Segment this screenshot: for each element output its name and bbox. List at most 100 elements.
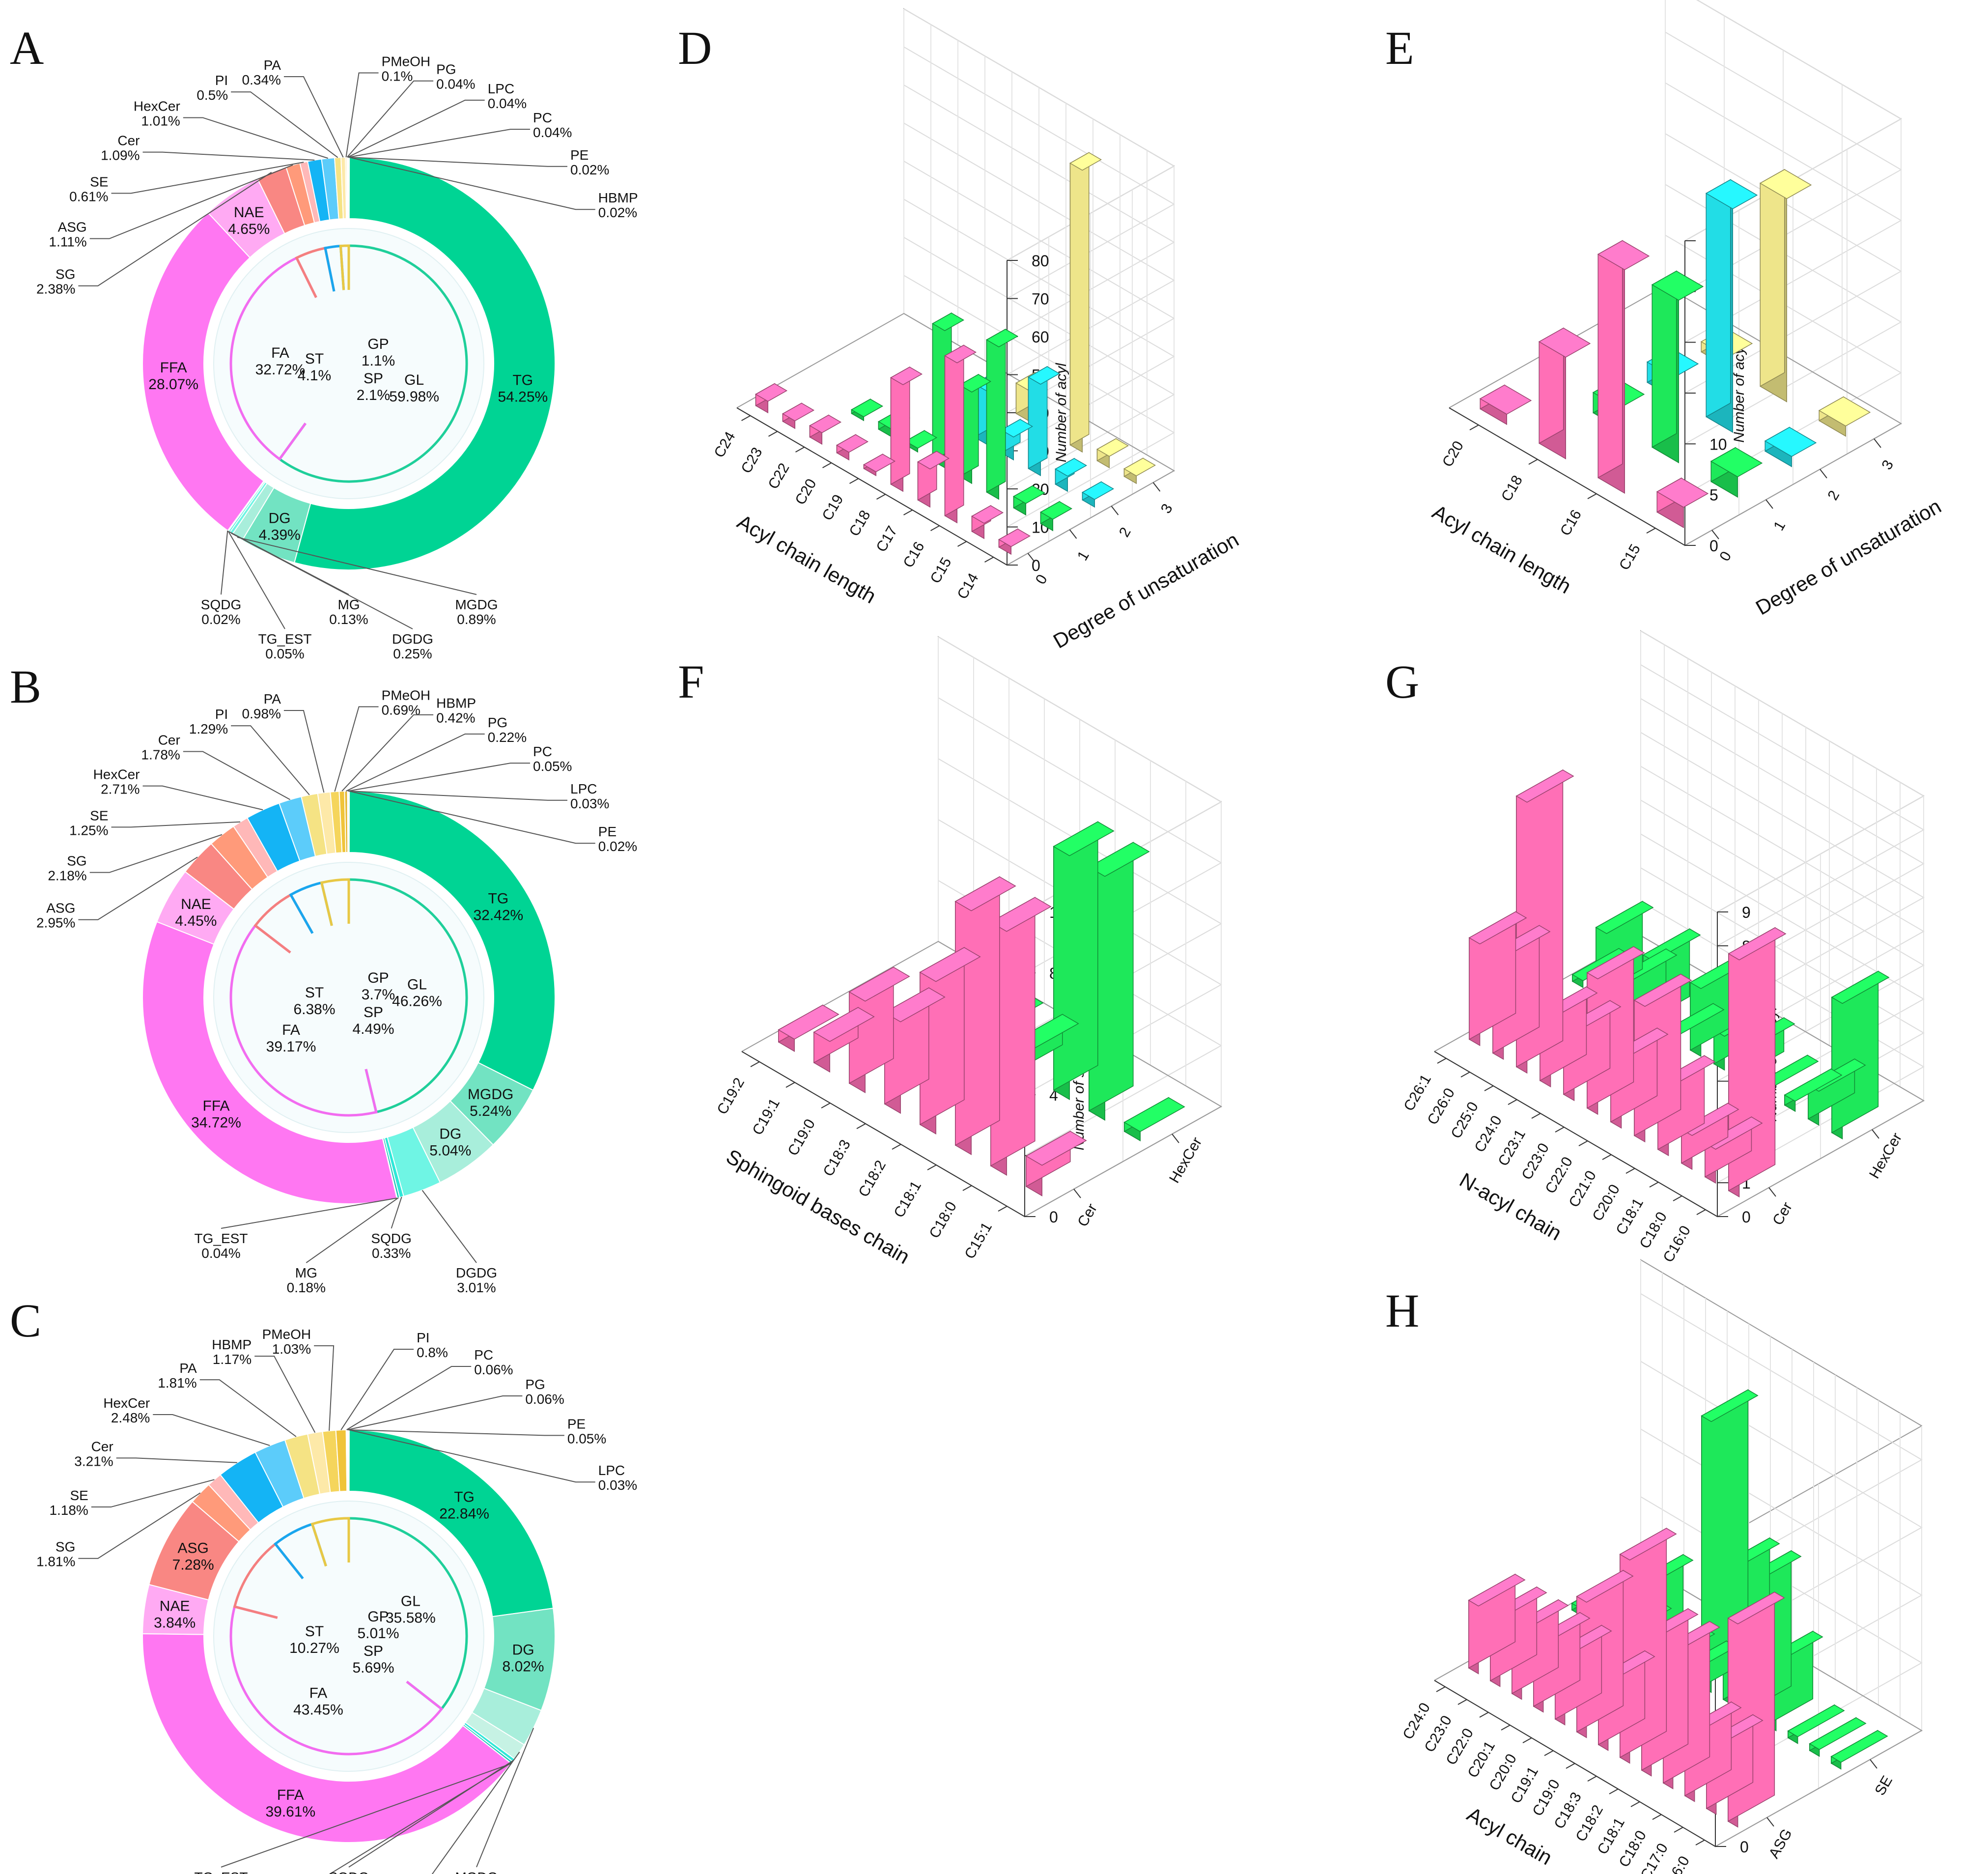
bar-top-face xyxy=(1787,1704,1845,1737)
x-tick-label: C23 xyxy=(738,445,765,476)
y-tick-label: ASG xyxy=(1766,1826,1795,1861)
x-tick xyxy=(768,431,778,437)
leader-line xyxy=(199,1379,297,1437)
inner-label-sp: SP xyxy=(364,370,383,387)
x-tick xyxy=(1602,1154,1612,1160)
bar-top-face xyxy=(1027,366,1061,385)
x-tick-label: C20 xyxy=(1439,438,1467,470)
bar-c18-1-hexcer xyxy=(1784,1068,1843,1112)
y-tick xyxy=(1766,1817,1774,1827)
bar-top-face xyxy=(1039,501,1073,520)
z-tick-label: 70 xyxy=(1032,290,1049,308)
outer-slice-hbmp xyxy=(348,156,350,220)
y-tick-label: 1 xyxy=(1074,548,1092,564)
outer-label-pi: PI xyxy=(417,1330,429,1345)
x-axis xyxy=(1434,1680,1716,1847)
x-axis-title: Sphingoid bases chain xyxy=(722,1144,914,1268)
x-tick xyxy=(1528,459,1538,465)
bar-c19-1-cer xyxy=(813,1007,875,1073)
y-tick xyxy=(1820,469,1827,479)
outer-slice-ffa xyxy=(142,1633,512,1843)
leader-line xyxy=(231,725,310,795)
outer-label-hexcer: HexCer xyxy=(93,767,140,782)
outer-label-tg: TG xyxy=(454,1489,475,1505)
inner-label-st: ST xyxy=(305,351,324,367)
x-tick-label: C18:3 xyxy=(820,1137,854,1179)
outer-label-se: SE xyxy=(90,174,108,189)
bar-top-face xyxy=(850,398,884,418)
leader-line xyxy=(221,1197,397,1229)
y-tick-label: 0 xyxy=(1033,572,1051,587)
bar-c15-3 xyxy=(1096,438,1129,469)
inner-label-st: ST xyxy=(305,985,324,1001)
outer-label-sg: SG xyxy=(56,267,75,282)
outer-label-tg_est: TG_EST xyxy=(258,631,312,647)
x-tick xyxy=(822,462,832,468)
z-tick-label: 5 xyxy=(1709,486,1718,504)
inner-label-gl: GL xyxy=(407,977,427,993)
outer-value-hbmp: 1.17% xyxy=(213,1352,252,1367)
bar-top-face xyxy=(931,312,965,331)
bar-top-face xyxy=(1123,457,1156,477)
outer-label-pg: PG xyxy=(488,715,507,730)
outer-value-lpc: 0.03% xyxy=(570,796,609,811)
leader-line xyxy=(142,151,315,161)
z-tick-label: 0 xyxy=(1740,1838,1749,1856)
inner-slice-fa xyxy=(229,1605,444,1756)
outer-label-pmeoh: PMeOH xyxy=(382,54,431,69)
x-tick xyxy=(1501,1725,1511,1731)
outer-label-sqdg: SQDG xyxy=(371,1231,411,1246)
outer-label-cer: Cer xyxy=(91,1439,113,1454)
bar-top-face xyxy=(1053,821,1115,856)
bar-top-face xyxy=(954,876,1016,911)
outer-value-pmeoh: 1.03% xyxy=(272,1341,311,1357)
outer-label-pe: PE xyxy=(567,1416,586,1431)
outer-value-sg: 2.18% xyxy=(48,868,86,883)
bar-top-face xyxy=(1656,478,1709,508)
leader-line xyxy=(116,1457,237,1463)
x-tick-label: C20:0 xyxy=(1589,1182,1623,1224)
bar-c16-1 xyxy=(1651,270,1704,464)
bar-top-face xyxy=(1633,973,1692,1007)
bar-c16-1 xyxy=(985,328,1019,500)
bar-top-face xyxy=(1701,1389,1759,1422)
panel-letter-a: A xyxy=(10,22,44,74)
outer-value-pg: 0.04% xyxy=(436,77,475,92)
x-tick-label: C15 xyxy=(927,555,954,586)
x-tick-label: C14 xyxy=(954,570,981,602)
bar-c22-0 xyxy=(809,414,842,445)
outer-label-lpc: LPC xyxy=(570,781,597,796)
x-tick xyxy=(1696,1209,1706,1215)
bar-top-face xyxy=(1012,485,1046,504)
y-axis-title: Degree of unsaturation xyxy=(1752,494,1945,619)
leader-line xyxy=(347,99,485,158)
leader-line xyxy=(346,1366,472,1430)
outer-value-mg: 0.18% xyxy=(287,1280,326,1295)
outer-value-se: 1.18% xyxy=(49,1503,88,1518)
outer-label-pmeoh: PMeOH xyxy=(382,687,431,703)
bar-c15-3 xyxy=(1818,396,1871,437)
outer-label-dg: DG xyxy=(269,511,291,527)
outer-value-asg: 7.28% xyxy=(172,1557,214,1573)
bar-side-face xyxy=(1597,240,1623,479)
outer-value-hexcer: 1.01% xyxy=(141,113,180,128)
inner-slice-gl xyxy=(278,244,468,483)
x-tick xyxy=(1673,1195,1682,1201)
inner-value-gp: 1.1% xyxy=(362,353,395,369)
x-tick xyxy=(785,1082,795,1088)
outer-label-asg: ASG xyxy=(58,220,87,235)
outer-value-sqdg: 0.33% xyxy=(372,1246,411,1261)
x-tick xyxy=(1587,1776,1597,1782)
bar-top-face xyxy=(1054,458,1088,477)
bar3d-chart-f: 0246810Number of sphingoid baseC19:2C19:… xyxy=(714,636,1223,1268)
z-tick-label: 9 xyxy=(1742,904,1751,921)
outer-label-tg_est: TG_EST xyxy=(195,1870,248,1874)
x-tick-label: C19 xyxy=(819,492,846,523)
outer-value-tg_est: 0.04% xyxy=(201,1246,240,1261)
outer-label-dg: DG xyxy=(439,1126,461,1142)
outer-label-tg: TG xyxy=(512,372,533,389)
x-tick xyxy=(849,478,859,484)
inner-label-gl: GL xyxy=(401,1593,420,1610)
leader-line xyxy=(142,785,263,811)
x-tick-label: C19:2 xyxy=(714,1075,748,1117)
